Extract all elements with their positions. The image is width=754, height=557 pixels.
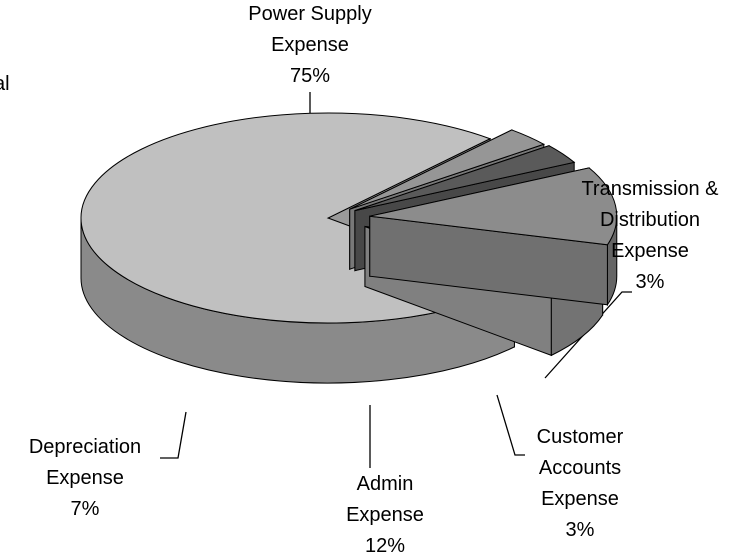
slice bbox=[369, 167, 618, 307]
leader-line bbox=[496, 394, 525, 456]
leader-line bbox=[160, 411, 187, 459]
slice-top bbox=[369, 167, 618, 246]
value-label: 7% bbox=[71, 498, 100, 520]
value-label: 75% bbox=[290, 65, 330, 87]
category-label: Power Supply Expense bbox=[248, 3, 371, 56]
slice-top bbox=[354, 145, 576, 212]
value-label: 12% bbox=[365, 535, 405, 557]
category-label: Transmission & Distribution Expense bbox=[581, 178, 719, 262]
leader-lines bbox=[160, 92, 632, 468]
leader-line bbox=[544, 291, 632, 379]
chart-title: al bbox=[0, 73, 10, 95]
value-label: 3% bbox=[636, 271, 665, 293]
value-label: 3% bbox=[566, 519, 595, 541]
slice-top bbox=[349, 129, 546, 210]
category-label: Admin Expense bbox=[346, 473, 424, 526]
category-label: Depreciation Expense bbox=[29, 436, 141, 489]
category-label: Customer Accounts Expense bbox=[537, 426, 624, 510]
